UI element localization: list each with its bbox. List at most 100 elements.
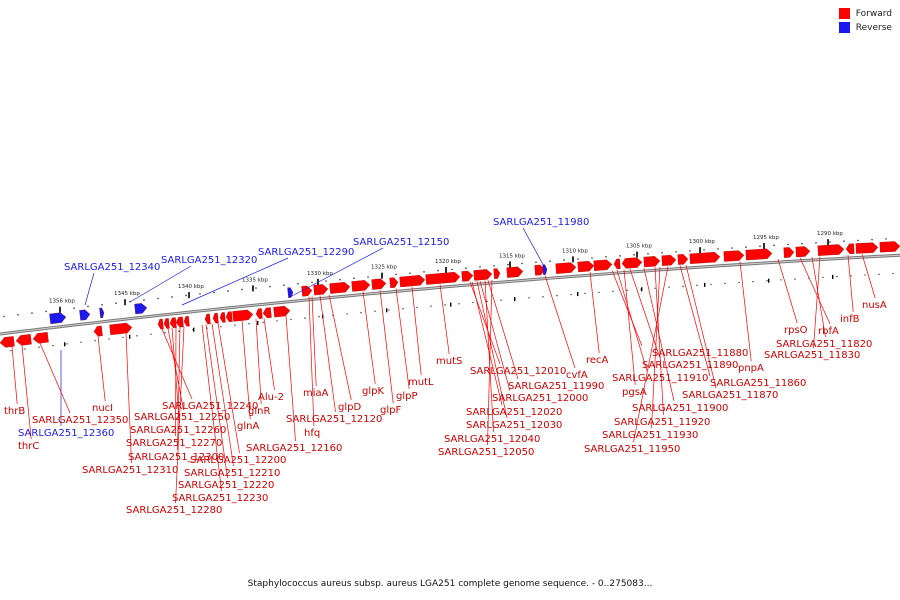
reverse-gene[interactable] bbox=[287, 287, 294, 298]
forward-gene[interactable] bbox=[689, 251, 721, 264]
forward-gene-label[interactable]: SARLGA251_11870 bbox=[682, 390, 778, 401]
forward-gene[interactable] bbox=[723, 250, 745, 262]
forward-gene[interactable] bbox=[15, 334, 32, 346]
reverse-gene[interactable] bbox=[99, 307, 105, 319]
forward-gene[interactable] bbox=[845, 243, 855, 255]
forward-gene-label[interactable]: SARLGA251_12120 bbox=[286, 414, 382, 425]
forward-gene-label[interactable]: SARLGA251_12040 bbox=[444, 434, 540, 445]
forward-gene[interactable] bbox=[613, 258, 621, 270]
forward-gene[interactable] bbox=[389, 277, 399, 289]
forward-gene-label[interactable]: SARLGA251_12260 bbox=[130, 425, 226, 436]
forward-gene-label[interactable]: mutL bbox=[408, 377, 434, 388]
forward-gene-label[interactable]: infB bbox=[840, 314, 860, 325]
forward-gene[interactable] bbox=[219, 312, 226, 323]
reverse-gene[interactable] bbox=[134, 303, 148, 315]
forward-gene[interactable] bbox=[232, 309, 254, 322]
forward-gene-label[interactable]: cvfA bbox=[566, 370, 588, 381]
forward-gene[interactable] bbox=[183, 315, 190, 327]
forward-gene[interactable] bbox=[643, 256, 661, 268]
forward-gene[interactable] bbox=[0, 336, 15, 348]
forward-gene-label[interactable]: SARLGA251_12210 bbox=[184, 468, 280, 479]
forward-gene-label[interactable]: SARLGA251_11910 bbox=[612, 373, 708, 384]
forward-gene-label[interactable]: SARLGA251_11890 bbox=[642, 360, 738, 371]
forward-gene-label[interactable]: SARLGA251_11920 bbox=[614, 417, 710, 428]
reverse-gene-label[interactable]: SARLGA251_12150 bbox=[353, 237, 449, 248]
reverse-gene-label[interactable]: SARLGA251_12320 bbox=[161, 255, 257, 266]
forward-gene[interactable] bbox=[262, 307, 272, 319]
forward-gene[interactable] bbox=[313, 284, 329, 296]
forward-gene[interactable] bbox=[425, 271, 461, 285]
forward-gene[interactable] bbox=[351, 280, 371, 292]
forward-gene-label[interactable]: SARLGA251_12300 bbox=[128, 452, 224, 463]
forward-gene[interactable] bbox=[855, 242, 879, 254]
forward-gene[interactable] bbox=[555, 262, 577, 274]
forward-gene-label[interactable]: SARLGA251_11820 bbox=[776, 339, 872, 350]
forward-gene[interactable] bbox=[93, 325, 103, 337]
forward-gene-label[interactable]: SARLGA251_12230 bbox=[172, 493, 268, 504]
forward-gene[interactable] bbox=[163, 318, 170, 329]
forward-gene-label[interactable]: glpK bbox=[362, 386, 384, 397]
forward-gene-label[interactable]: SARLGA251_12000 bbox=[492, 393, 588, 404]
forward-gene[interactable] bbox=[109, 322, 133, 336]
forward-gene[interactable] bbox=[621, 257, 631, 269]
forward-gene[interactable] bbox=[32, 332, 49, 344]
forward-gene[interactable] bbox=[255, 308, 263, 319]
reverse-gene-label[interactable]: SARLGA251_12290 bbox=[258, 247, 354, 258]
forward-gene[interactable] bbox=[212, 312, 219, 324]
forward-gene[interactable] bbox=[534, 264, 546, 276]
forward-gene[interactable] bbox=[399, 275, 426, 288]
forward-gene-label[interactable]: SARLGA251_11900 bbox=[632, 403, 728, 414]
forward-gene[interactable] bbox=[593, 259, 613, 271]
reverse-gene-label[interactable]: SARLGA251_11980 bbox=[493, 217, 589, 228]
forward-gene-label[interactable]: thrB bbox=[4, 406, 25, 417]
forward-gene-label[interactable]: SARLGA251_12030 bbox=[466, 420, 562, 431]
forward-gene-label[interactable]: SARLGA251_12250 bbox=[134, 412, 230, 423]
forward-gene[interactable] bbox=[783, 247, 795, 258]
forward-gene[interactable] bbox=[371, 278, 387, 290]
forward-gene-label[interactable]: mutS bbox=[436, 356, 462, 367]
forward-gene-label[interactable]: rbfA bbox=[818, 326, 839, 337]
reverse-gene[interactable] bbox=[79, 309, 91, 321]
forward-gene-label[interactable]: SARLGA251_12220 bbox=[178, 480, 274, 491]
forward-gene-label[interactable]: SARLGA251_12270 bbox=[126, 438, 222, 449]
forward-gene[interactable] bbox=[745, 248, 773, 261]
forward-gene[interactable] bbox=[629, 257, 643, 269]
forward-gene[interactable] bbox=[273, 305, 291, 318]
forward-gene[interactable] bbox=[795, 246, 811, 258]
forward-gene[interactable] bbox=[157, 318, 164, 330]
forward-gene[interactable] bbox=[225, 311, 233, 323]
forward-gene-label[interactable]: SARLGA251_12010 bbox=[470, 366, 566, 377]
forward-gene-label[interactable]: glnR bbox=[248, 406, 270, 417]
forward-gene-label[interactable]: nusA bbox=[862, 300, 887, 311]
forward-gene-label[interactable]: SARLGA251_12310 bbox=[82, 465, 178, 476]
forward-gene-label[interactable]: SARLGA251_12350 bbox=[32, 415, 128, 426]
reverse-gene[interactable] bbox=[542, 264, 548, 275]
forward-gene[interactable] bbox=[301, 285, 313, 297]
forward-gene[interactable] bbox=[473, 269, 493, 281]
forward-gene[interactable] bbox=[677, 254, 689, 265]
forward-gene-label[interactable]: SARLGA251_12240 bbox=[162, 401, 258, 412]
forward-gene-label[interactable]: hfq bbox=[304, 428, 320, 439]
forward-gene-label[interactable]: recA bbox=[586, 355, 609, 366]
forward-gene-label[interactable]: glnA bbox=[237, 421, 259, 432]
forward-gene-label[interactable]: SARLGA251_12160 bbox=[246, 443, 342, 454]
forward-gene-label[interactable]: pgsA bbox=[622, 387, 647, 398]
forward-gene-label[interactable]: glpF bbox=[380, 405, 401, 416]
forward-gene[interactable] bbox=[204, 313, 211, 325]
forward-gene-label[interactable]: nucI bbox=[92, 403, 113, 414]
forward-gene-label[interactable]: SARLGA251_12280 bbox=[126, 505, 222, 516]
forward-gene-label[interactable]: pnpA bbox=[738, 363, 764, 374]
forward-gene-label[interactable]: glpP bbox=[396, 391, 418, 402]
forward-gene-label[interactable]: SARLGA251_12050 bbox=[438, 447, 534, 458]
forward-gene[interactable] bbox=[493, 268, 501, 279]
forward-gene-label[interactable]: SARLGA251_12020 bbox=[466, 407, 562, 418]
forward-gene[interactable] bbox=[817, 244, 845, 256]
forward-gene[interactable] bbox=[175, 316, 184, 328]
forward-gene-label[interactable]: SARLGA251_11830 bbox=[764, 350, 860, 361]
forward-gene[interactable] bbox=[461, 270, 474, 282]
forward-gene[interactable] bbox=[661, 254, 677, 266]
forward-gene[interactable] bbox=[329, 282, 351, 294]
forward-gene-label[interactable]: thrC bbox=[18, 441, 39, 452]
forward-gene-label[interactable]: SARLGA251_11990 bbox=[508, 381, 604, 392]
forward-gene-label[interactable]: miaA bbox=[303, 388, 329, 399]
